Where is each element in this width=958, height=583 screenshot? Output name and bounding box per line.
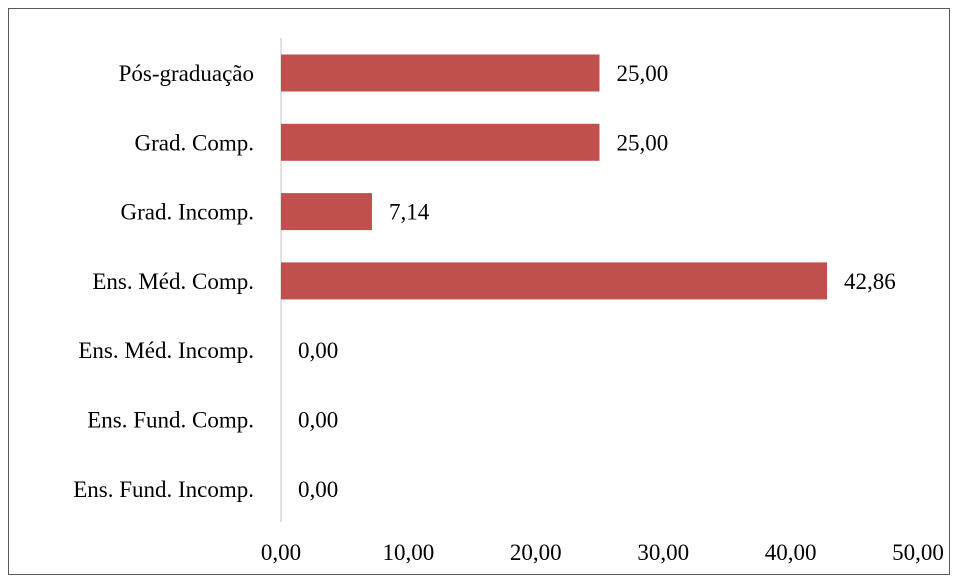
bar	[281, 193, 372, 231]
x-tick-label: 30,00	[637, 540, 689, 565]
category-label: Ens. Fund. Comp.	[87, 408, 254, 433]
bar-layer	[281, 54, 828, 300]
x-tick-label: 20,00	[510, 540, 562, 565]
category-label: Pós-graduação	[119, 61, 254, 86]
category-label: Grad. Comp.	[135, 130, 254, 155]
data-label: 0,00	[298, 338, 338, 363]
category-label: Ens. Fund. Incomp.	[73, 477, 254, 502]
data-label: 25,00	[617, 130, 669, 155]
bar	[281, 54, 600, 92]
x-tick-label: 40,00	[765, 540, 817, 565]
bar	[281, 262, 828, 300]
category-label: Grad. Incomp.	[121, 200, 255, 225]
label-layer: Pós-graduação 25,00 Grad. Comp. 25,00 Grad. …	[73, 61, 896, 502]
category-label: Ens. Méd. Comp.	[92, 269, 254, 294]
data-label: 0,00	[298, 477, 338, 502]
data-label: 42,86	[844, 269, 896, 294]
data-label: 25,00	[617, 61, 669, 86]
bar	[281, 123, 600, 161]
axis-layer: 0,00 10,00 20,00 30,00 40,00 50,00	[261, 38, 944, 565]
x-tick-label: 50,00	[892, 540, 944, 565]
data-label: 7,14	[389, 200, 430, 225]
category-label: Ens. Méd. Incomp.	[78, 338, 254, 363]
x-tick-label: 0,00	[261, 540, 301, 565]
data-label: 0,00	[298, 408, 338, 433]
x-tick-label: 10,00	[383, 540, 435, 565]
